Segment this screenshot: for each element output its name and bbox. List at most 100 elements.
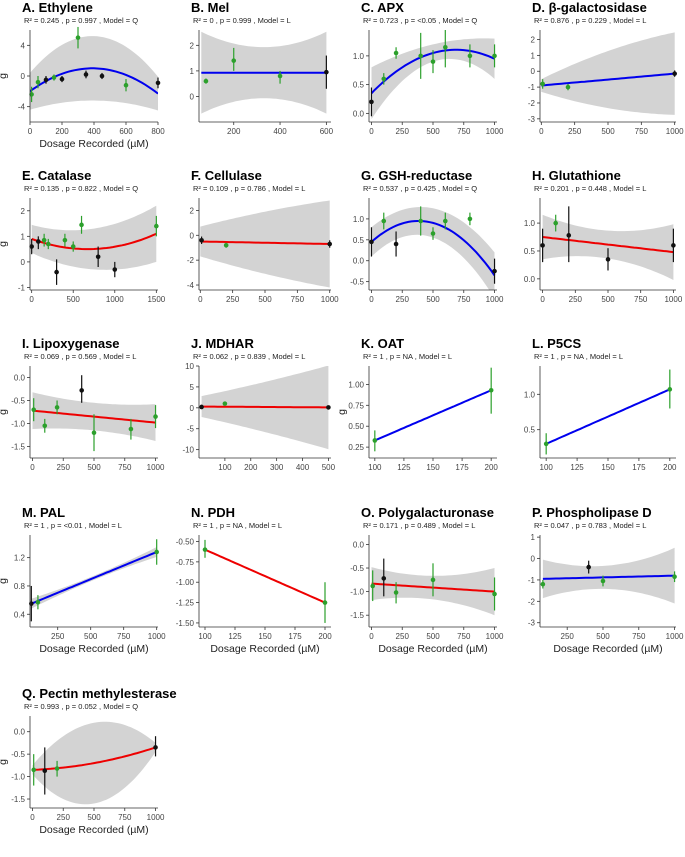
- y-tick-label: -0.5: [11, 397, 25, 406]
- y-tick-label: -1.50: [176, 619, 195, 628]
- panel-stats: R² = 0.047 , p = 0.783 , Model = L: [534, 521, 646, 530]
- point-marker: [154, 549, 159, 555]
- point-marker: [586, 564, 591, 570]
- y-tick-label: 0: [190, 92, 195, 101]
- point-marker: [35, 79, 41, 85]
- data-point: [36, 236, 41, 250]
- x-tick-label: 500: [426, 632, 440, 641]
- x-tick-label: 250: [396, 295, 410, 304]
- point-marker: [222, 401, 228, 406]
- point-marker: [565, 84, 571, 90]
- point-marker: [430, 59, 436, 64]
- point-marker: [327, 241, 333, 247]
- x-tick-label: 750: [632, 632, 646, 641]
- data-point: [566, 206, 572, 263]
- confidence-band: [371, 38, 495, 120]
- data-point: [443, 30, 448, 68]
- x-axis-label: Dosage Recorded (µM): [39, 643, 148, 655]
- data-point: [29, 86, 34, 103]
- y-tick-label: -1: [528, 83, 536, 92]
- y-tick-label: -4: [18, 103, 26, 112]
- x-tick-label: 0: [198, 295, 203, 304]
- panel-stats: R² = 0.171 , p = 0.489 , Model = L: [363, 521, 475, 530]
- point-marker: [381, 218, 387, 224]
- y-tick-label: 0: [531, 555, 536, 564]
- point-marker: [372, 438, 378, 443]
- data-point: [381, 73, 387, 85]
- point-marker: [672, 71, 677, 76]
- y-tick-label: -1.5: [350, 611, 364, 620]
- data-point: [51, 74, 57, 81]
- panel-stats: R² = 0 , p = 0.999 , Model = L: [193, 16, 291, 25]
- data-point: [381, 558, 387, 597]
- panel-P: P. Phospholipase DR² = 0.047 , p = 0.783…: [528, 505, 684, 655]
- point-marker: [540, 243, 545, 248]
- point-marker: [277, 73, 283, 79]
- panel-title: A. Ethylene: [22, 0, 93, 15]
- y-tick-label: 1.0: [353, 215, 365, 224]
- panel-title: N. PDH: [191, 505, 235, 520]
- y-tick-label: -2: [528, 99, 536, 108]
- x-tick-label: 1000: [486, 295, 504, 304]
- confidence-band: [31, 205, 157, 270]
- x-tick-label: 750: [117, 632, 131, 641]
- y-tick-label: -0.50: [176, 538, 195, 547]
- y-tick-label: -0.75: [176, 558, 195, 567]
- y-tick-label: 1: [190, 67, 195, 76]
- panel-stats: R² = 0.993 , p = 0.052 , Model = Q: [24, 702, 138, 711]
- point-marker: [199, 404, 204, 410]
- y-tick-label: 0.50: [348, 422, 364, 431]
- point-marker: [112, 267, 118, 272]
- data-point: [393, 231, 399, 257]
- data-point: [79, 375, 84, 403]
- data-point: [492, 44, 497, 68]
- x-tick-label: 200: [485, 463, 499, 472]
- data-point: [112, 261, 118, 278]
- y-tick-label: 0: [21, 258, 26, 267]
- x-tick-label: 500: [426, 295, 440, 304]
- x-tick-label: 750: [118, 813, 132, 822]
- y-tick-label: 2: [531, 36, 536, 45]
- y-tick-label: -1: [528, 576, 536, 585]
- x-tick-label: 750: [635, 127, 649, 136]
- data-point: [155, 77, 161, 89]
- x-tick-label: 250: [561, 632, 575, 641]
- point-marker: [600, 578, 606, 584]
- panel-stats: R² = 0.201 , p = 0.448 , Model = L: [534, 184, 646, 193]
- panel-stats: R² = 0.135 , p = 0.822 , Model = Q: [24, 184, 138, 193]
- data-point: [418, 32, 423, 79]
- data-point: [324, 55, 329, 89]
- fit-line: [31, 232, 157, 251]
- x-tick-label: 125: [570, 463, 584, 472]
- data-point: [154, 539, 159, 565]
- x-tick-label: 500: [87, 813, 101, 822]
- y-tick-label: -1.0: [11, 773, 25, 782]
- x-tick-label: 400: [273, 127, 287, 136]
- data-point: [327, 240, 333, 248]
- point-marker: [492, 268, 497, 274]
- x-axis-label: Dosage Recorded (µM): [210, 643, 319, 655]
- point-marker: [543, 441, 549, 447]
- x-tick-label: 1000: [666, 632, 684, 641]
- data-point: [540, 79, 545, 89]
- data-point: [467, 212, 473, 226]
- confidence-band: [542, 547, 675, 604]
- data-point: [605, 248, 611, 271]
- x-tick-label: 400: [87, 127, 101, 136]
- x-tick-label: 1000: [148, 632, 166, 641]
- x-tick-label: 125: [228, 632, 242, 641]
- x-tick-label: 1000: [106, 295, 124, 304]
- point-marker: [202, 547, 208, 552]
- point-marker: [155, 80, 161, 86]
- y-tick-label: 0.25: [348, 443, 364, 452]
- x-tick-label: 1000: [147, 463, 165, 472]
- fit-line: [541, 72, 675, 87]
- x-tick-label: 500: [601, 295, 615, 304]
- x-tick-label: 100: [198, 632, 212, 641]
